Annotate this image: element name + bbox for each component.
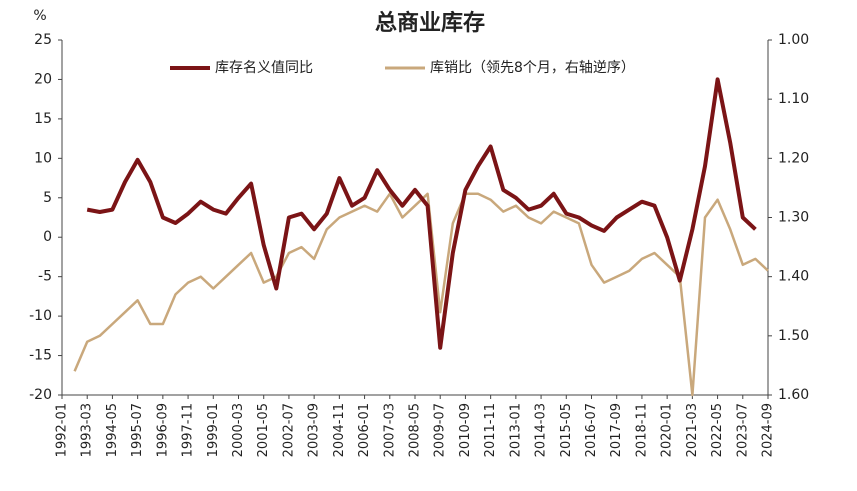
x-tick-label: 2002-07 [281, 403, 296, 457]
chart-title: 总商业库存 [375, 10, 485, 36]
x-tick-label: 1992-01 [55, 403, 70, 457]
x-tick-label: 2007-03 [382, 403, 397, 457]
legend-label: 库存名义值同比 [215, 60, 313, 76]
x-tick-label: 2008-05 [408, 403, 423, 457]
series-line [73, 192, 769, 397]
x-tick-label: 2000-03 [231, 403, 246, 457]
x-tick-label: 2011-11 [483, 403, 498, 457]
y-tick-label: 15 [34, 111, 52, 127]
x-tick-label: 2014-03 [534, 403, 549, 457]
y-tick-label: -15 [29, 348, 52, 364]
y-tick-label: 20 [34, 71, 52, 87]
x-tick-label: 2010-09 [458, 403, 473, 457]
x-tick-label: 1999-01 [206, 403, 221, 457]
x-tick-label: 2003-09 [307, 403, 322, 457]
y-tick-label: 5 [43, 190, 52, 206]
y2-tick-label: 1.30 [778, 210, 809, 226]
x-tick-label: 2015-05 [559, 403, 574, 457]
x-tick-label: 2022-05 [710, 403, 725, 457]
y-tick-label: 10 [34, 150, 52, 166]
x-tick-label: 2006-01 [357, 403, 372, 457]
x-tick-label: 2017-09 [609, 403, 624, 457]
y-tick-label: -5 [38, 269, 52, 285]
series-line [86, 77, 757, 350]
x-tick-label: 1995-07 [130, 403, 145, 457]
x-tick-label: 1997-11 [181, 403, 196, 457]
x-tick-label: 1993-03 [80, 403, 95, 457]
y-tick-label: -10 [29, 308, 52, 324]
x-tick-label: 2013-01 [508, 403, 523, 457]
y-tick-label: 25 [34, 32, 52, 48]
y-tick-label: -20 [29, 387, 52, 403]
x-tick-label: 2004-11 [332, 403, 347, 457]
x-tick-label: 2018-11 [634, 403, 649, 457]
y2-tick-label: 1.60 [778, 387, 809, 403]
x-tick-label: 1994-05 [105, 403, 120, 457]
y2-tick-label: 1.20 [778, 150, 809, 166]
x-tick-label: 2009-07 [433, 403, 448, 457]
y-axis-label: % [33, 8, 46, 24]
y2-tick-label: 1.10 [778, 91, 809, 107]
x-tick-label: 2024-09 [761, 403, 776, 457]
y2-tick-label: 1.50 [778, 328, 809, 344]
x-tick-label: 2016-07 [584, 403, 599, 457]
x-tick-label: 2001-05 [256, 403, 271, 457]
x-tick-label: 2021-03 [685, 403, 700, 457]
x-tick-label: 2023-07 [735, 403, 750, 457]
x-tick-label: 1996-09 [155, 403, 170, 457]
y-tick-label: 0 [43, 229, 52, 245]
x-tick-label: 2020-01 [660, 403, 675, 457]
y2-tick-label: 1.40 [778, 269, 809, 285]
legend-label: 库销比（领先8个月，右轴逆序） [430, 60, 635, 76]
y2-tick-label: 1.00 [778, 32, 809, 48]
